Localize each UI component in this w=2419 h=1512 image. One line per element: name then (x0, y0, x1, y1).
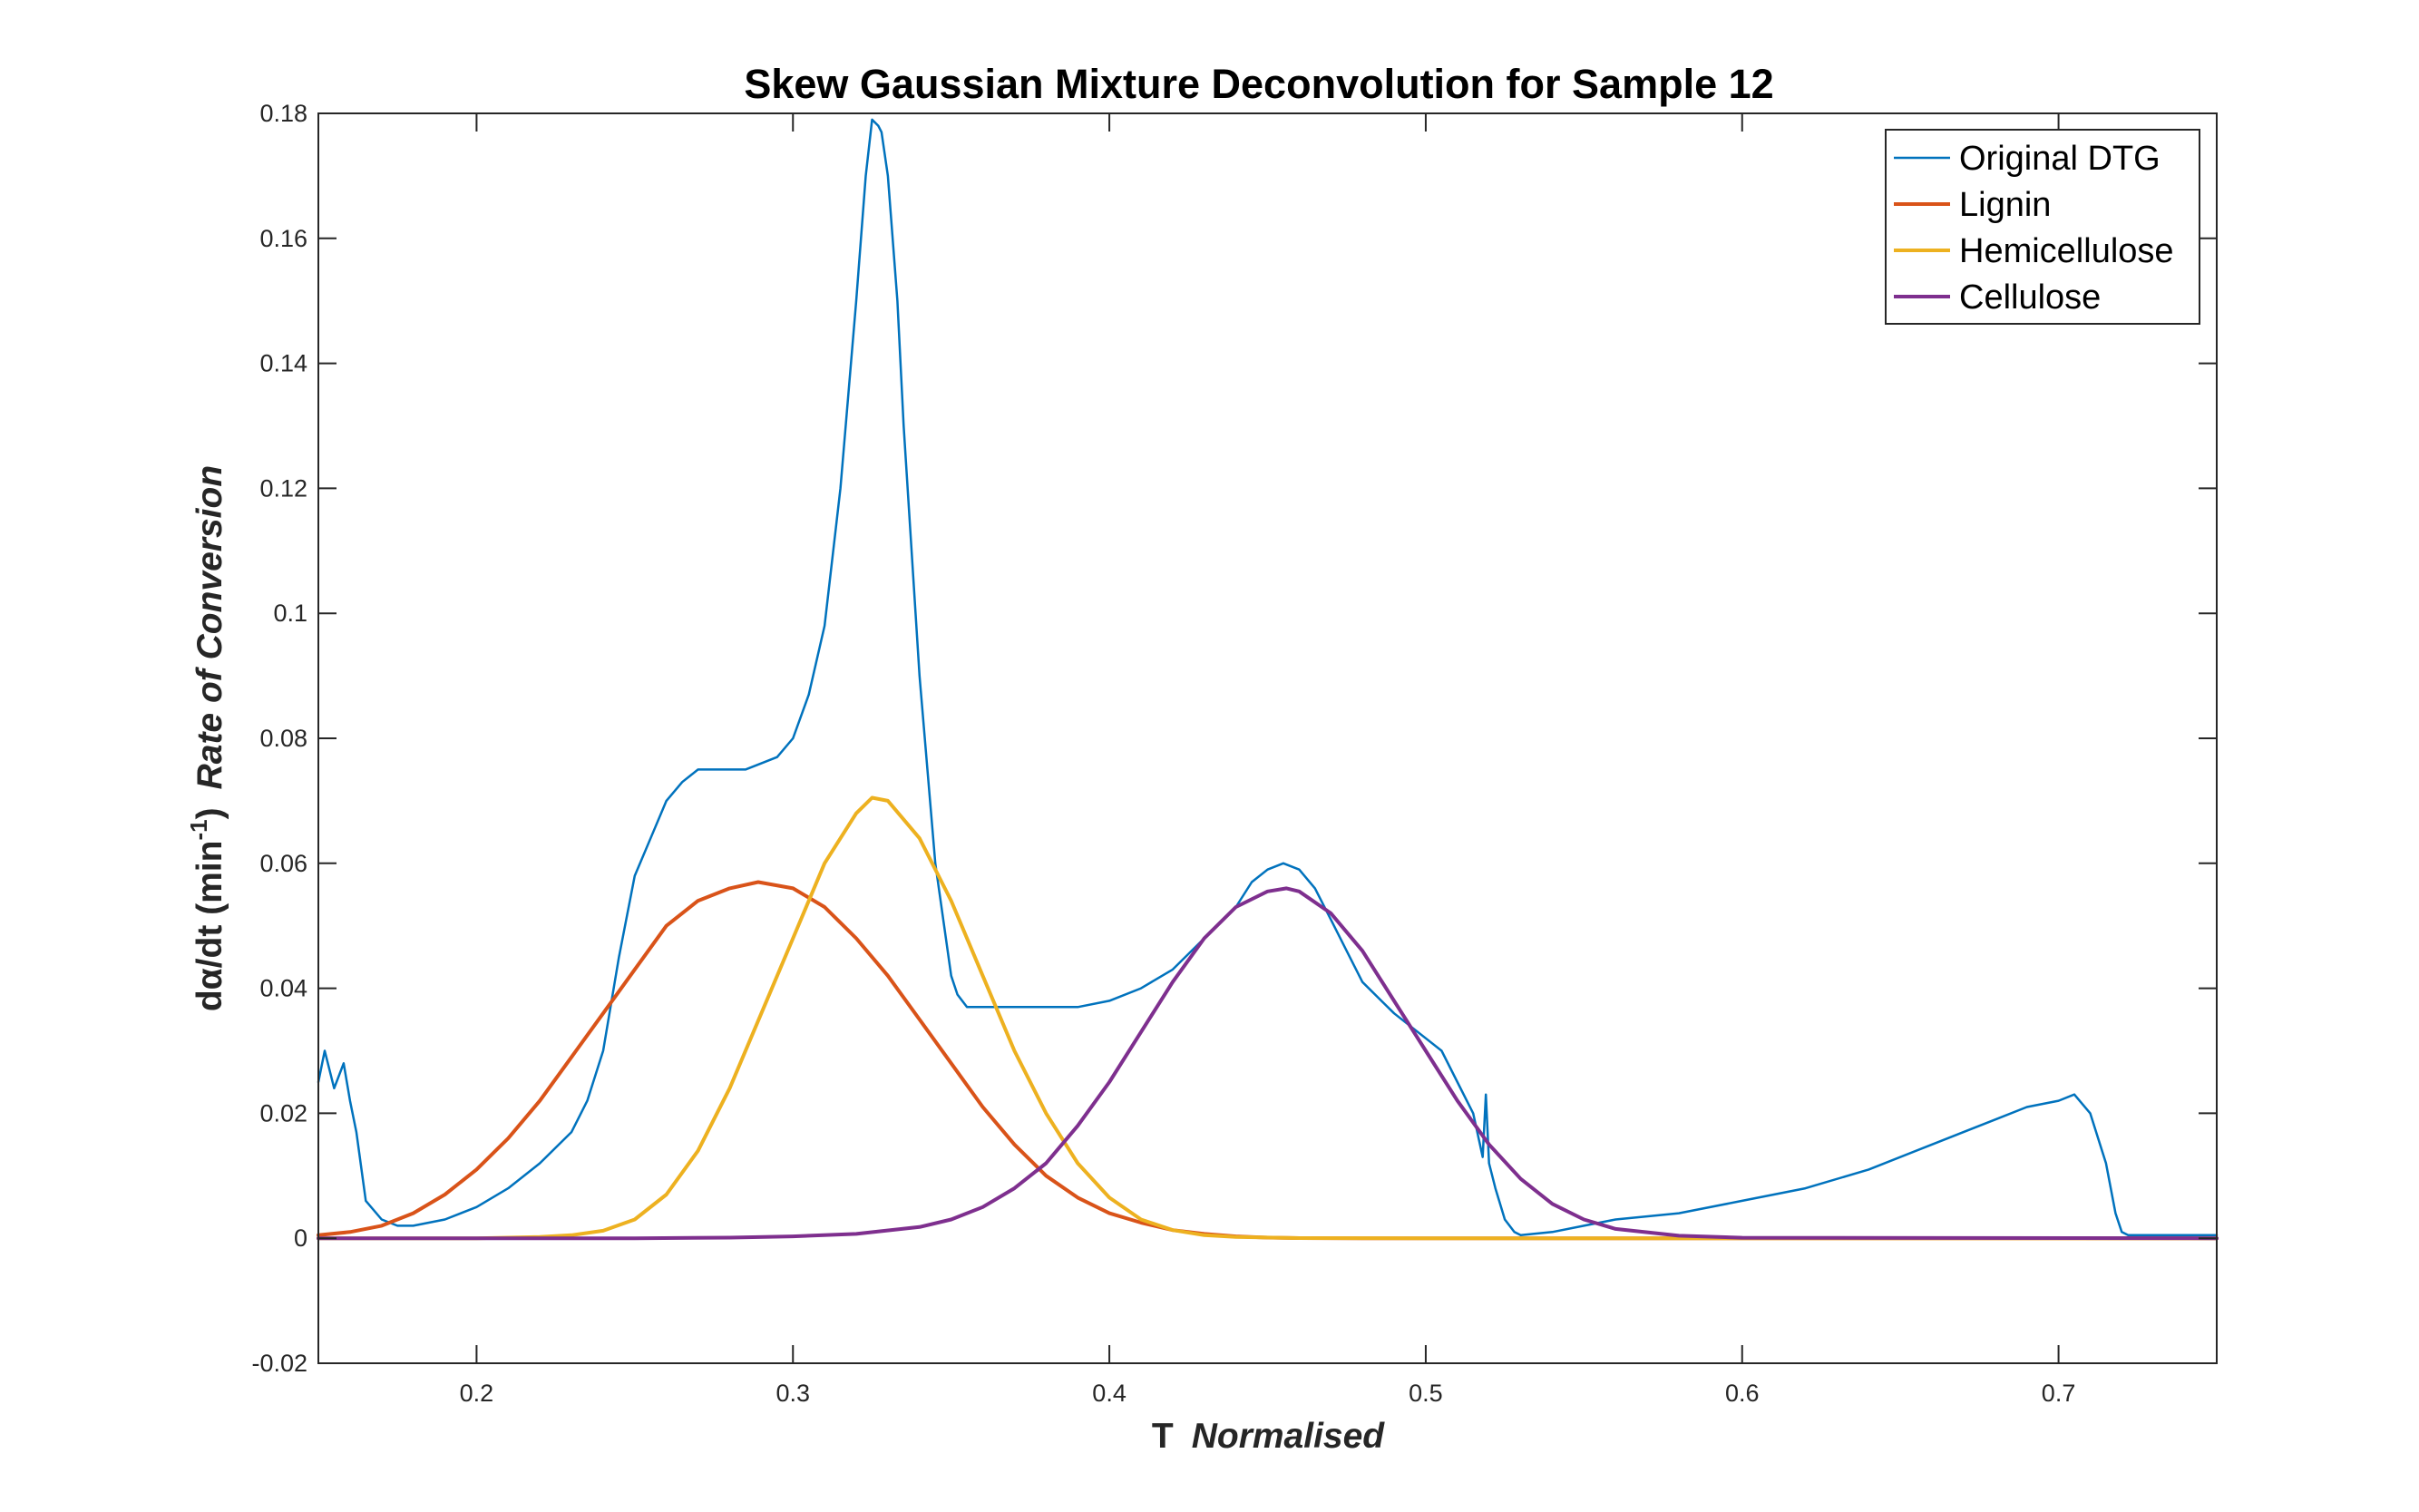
series-line-cellulose (317, 886, 2219, 1241)
series-layer (317, 118, 2219, 1241)
chart-title: Skew Gaussian Mixture Deconvolution for … (744, 61, 1773, 107)
y-axis-title-italic: Rate of Conversion (190, 465, 229, 790)
x-tick-label: 0.5 (1409, 1380, 1443, 1407)
legend-box (1885, 129, 2200, 325)
chart-legend: Original DTG Lignin Hemicellulose Cellulose (1885, 129, 2200, 325)
legend-label-lignin: Lignin (1959, 186, 2051, 224)
x-axis-ticks: 0.2 0.3 0.4 0.5 0.6 0.7 (460, 113, 2076, 1407)
legend-items: Original DTG Lignin Hemicellulose Cellulose (1894, 140, 2174, 317)
y-tick-label: 0 (294, 1224, 307, 1252)
series-line-hemicellulose (317, 795, 2219, 1241)
y-axis-ticks: -0.02 0 0.02 0.04 0.06 0.08 0.1 0.12 0.14 0.16 0.1… (251, 100, 2217, 1377)
x-tick-label: 0.4 (1092, 1380, 1127, 1407)
y-tick-label: 0.18 (259, 100, 307, 127)
y-tick-label: 0.02 (259, 1099, 307, 1127)
y-tick-label: -0.02 (251, 1350, 307, 1377)
y-tick-label: 0.14 (259, 350, 307, 377)
y-axis-title: dα/dt (min-1) Rate of Conversion (185, 465, 229, 1011)
x-tick-label: 0.7 (2042, 1380, 2076, 1407)
y-axis-title-superscript: -1 (185, 819, 212, 840)
x-tick-label: 0.3 (775, 1380, 810, 1407)
legend-label-original-dtg: Original DTG (1959, 140, 2161, 178)
y-tick-label: 0.12 (259, 474, 307, 502)
x-tick-label: 0.2 (460, 1380, 494, 1407)
x-axis-title: T Normalised (1152, 1417, 1385, 1456)
y-tick-label: 0.16 (259, 225, 307, 252)
y-axis-title-close: ) (190, 807, 229, 819)
series-line-original-dtg (317, 118, 2219, 1237)
x-axis-title-main: T (1152, 1417, 1174, 1456)
y-tick-label: 0.06 (259, 850, 307, 877)
y-tick-label: 0.04 (259, 975, 307, 1002)
legend-label-cellulose: Cellulose (1959, 278, 2101, 317)
y-tick-label: 0.08 (259, 725, 307, 752)
x-axis-title-italic: Normalised (1192, 1417, 1386, 1456)
y-tick-label: 0.1 (273, 600, 307, 627)
x-tick-label: 0.6 (1725, 1380, 1760, 1407)
y-axis-title-main: dα/dt (min (190, 841, 229, 1012)
legend-label-hemicellulose: Hemicellulose (1959, 232, 2174, 270)
